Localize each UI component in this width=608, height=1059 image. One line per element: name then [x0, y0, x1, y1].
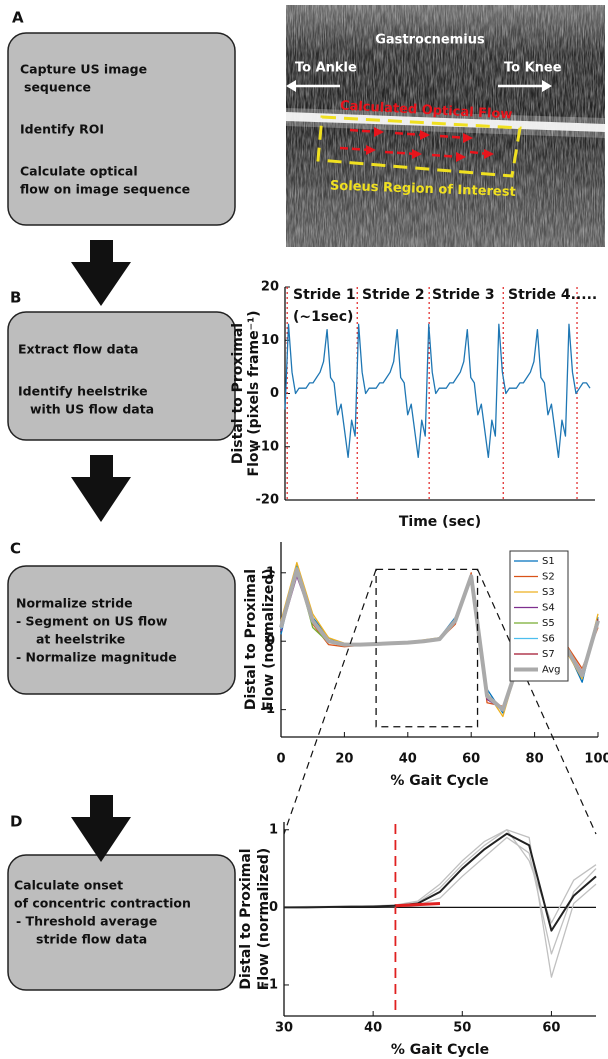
legend-label: S7 — [542, 649, 555, 660]
step-box: Normalize stride - Segment on US flow at… — [7, 565, 236, 695]
y-tick-label: 0 — [270, 386, 279, 401]
x-tick-label: 0 — [276, 752, 285, 767]
y-tick-label: 1 — [266, 565, 275, 580]
step-text: Calculate optical — [20, 164, 138, 179]
x-tick-label: 20 — [335, 752, 353, 767]
annotation: Stride 1 — [293, 287, 356, 303]
x-tick-label: 80 — [526, 752, 544, 767]
legend-label: S4 — [542, 603, 555, 614]
zoom-connector — [476, 569, 597, 835]
x-axis-label: Time (sec) — [399, 514, 481, 530]
y-axis-label: Flow (pixels frame⁻¹) — [246, 311, 262, 477]
step-box: Capture US image sequence Identify ROI C… — [7, 32, 236, 226]
annotation: Stride 4..... — [508, 287, 597, 303]
data-line — [283, 829, 597, 924]
step-text: sequence — [24, 80, 91, 95]
y-tick-label: 0 — [269, 900, 278, 915]
y-axis-label: Distal to Proximal — [243, 569, 259, 710]
legend-label: S6 — [542, 634, 555, 645]
legend-label: S3 — [542, 587, 555, 598]
y-tick-label: 0 — [266, 634, 275, 649]
data-line — [284, 836, 597, 955]
x-tick-label: 40 — [364, 1021, 382, 1036]
y-axis-label: Distal to Proximal — [230, 323, 246, 464]
y-axis-label: Distal to Proximal — [238, 848, 254, 989]
step-box: Calculate onset of concentric contractio… — [7, 854, 236, 991]
legend-label: S1 — [542, 556, 555, 567]
us-label: Soleus Region of Interest — [330, 179, 516, 200]
x-tick-label: 40 — [399, 752, 417, 767]
x-tick-label: 30 — [275, 1021, 293, 1036]
flow-arrow — [71, 240, 131, 306]
y-tick-label: 1 — [269, 822, 278, 837]
panel-label: A — [12, 9, 24, 27]
y-tick-label: -20 — [256, 493, 280, 508]
panel-label: C — [10, 540, 21, 558]
step-text: flow on image sequence — [20, 182, 190, 197]
x-tick-label: 60 — [462, 752, 480, 767]
step-text: Normalize stride — [16, 596, 133, 611]
step-text: Capture US image — [20, 62, 147, 77]
y-tick-label: 10 — [261, 333, 279, 348]
zoom-connector — [283, 569, 377, 835]
annotation: Stride 2 — [362, 287, 425, 303]
legend-label: S5 — [542, 618, 555, 629]
y-tick-label: -1 — [261, 702, 275, 717]
y-axis-label: Flow (normalized) — [256, 848, 272, 990]
x-axis-label: % Gait Cycle — [391, 1042, 489, 1058]
step-text: - Normalize magnitude — [16, 650, 177, 665]
y-tick-label: -1 — [264, 977, 278, 992]
step-text: with US flow data — [30, 402, 154, 417]
us-label: Gastrocnemius — [375, 33, 485, 48]
panel-label: D — [10, 813, 22, 831]
step-text: - Threshold average — [16, 914, 157, 929]
data-line — [284, 323, 591, 459]
step-text: Identify heelstrike — [18, 384, 148, 399]
x-axis-label: % Gait Cycle — [390, 773, 488, 789]
step-text: Extract flow data — [18, 342, 138, 357]
legend-label: Avg — [542, 665, 561, 676]
step-box: Extract flow data Identify heelstrike wi… — [7, 311, 236, 441]
legend-box — [509, 550, 569, 682]
annotation: Stride 3 — [432, 287, 495, 303]
flow-arrow — [71, 795, 131, 862]
us-label: To Knee — [504, 61, 562, 76]
flow-arrow — [71, 455, 131, 522]
legend-label: S2 — [542, 572, 555, 583]
step-text: at heelstrike — [36, 632, 125, 647]
y-tick-label: 20 — [261, 280, 279, 295]
step-text: Identify ROI — [20, 122, 104, 137]
y-tick-label: -10 — [256, 439, 280, 454]
panel-label: B — [10, 289, 21, 307]
annotation: (~1sec) — [293, 309, 353, 325]
data-line — [284, 832, 597, 932]
step-text: - Segment on US flow — [16, 614, 168, 629]
step-text: stride flow data — [36, 932, 147, 947]
step-text: of concentric contraction — [14, 896, 191, 911]
data-line — [395, 901, 441, 908]
ultrasound-image: Gastrocnemius To Ankle To Knee Calculate… — [286, 5, 605, 247]
us-label: To Ankle — [295, 61, 357, 76]
x-tick-label: 100 — [584, 752, 608, 767]
y-axis-label: Flow (normalized) — [261, 568, 277, 710]
step-text: Calculate onset — [14, 878, 123, 893]
zoom-box — [375, 568, 479, 728]
x-tick-label: 60 — [542, 1021, 560, 1036]
x-tick-label: 50 — [453, 1021, 471, 1036]
